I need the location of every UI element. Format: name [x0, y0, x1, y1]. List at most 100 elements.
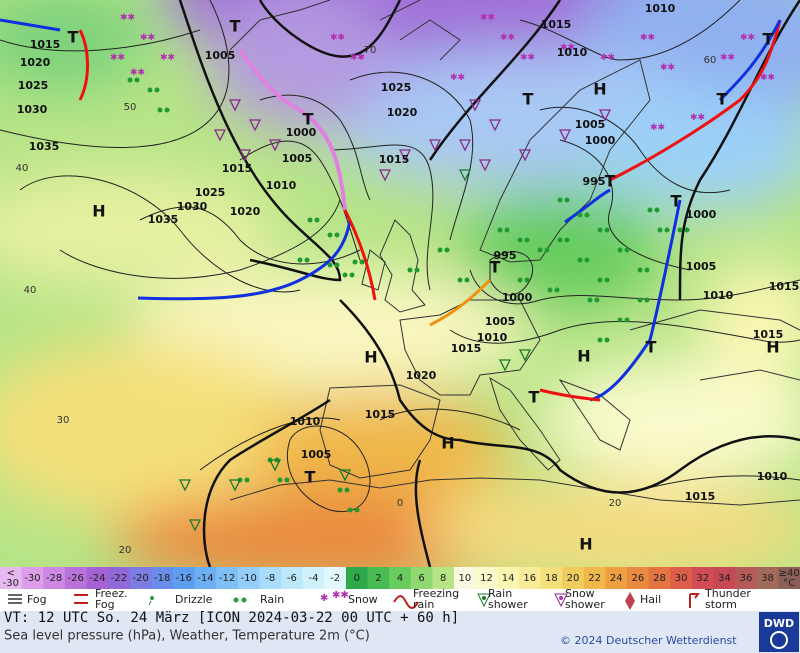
colorbar-label: -28 [46, 573, 62, 584]
temperature-label: 40 [24, 285, 37, 296]
colorbar-cell [345, 567, 369, 589]
rain-dot [244, 477, 250, 483]
colorbar-cell [172, 567, 196, 589]
rain-dot [504, 227, 510, 233]
rain-dot [624, 317, 630, 323]
high-label: H [441, 434, 454, 453]
shower-symbol [558, 129, 572, 142]
rain-dot [564, 237, 570, 243]
rain-dot [349, 272, 355, 278]
pressure-label: 1020 [387, 106, 418, 119]
shower-symbol [428, 139, 442, 152]
weather-symbols: ✱✱ ✱✱ ✱✱ ✱✱ ✱✱ ✱✱ ✱✱ ✱✱ ✱✱ ✱✱ ✱✱ ✱✱ ✱✱ ✱✱ ✱✱ ✱✱ ✱✱ ✱✱ ✱✱ ✱✱ [110, 13, 775, 532]
rain-dot [342, 272, 348, 278]
snow-symbol: ✱✱ [500, 33, 515, 43]
snow-symbol: ✱✱ [520, 53, 535, 63]
pressure-label: 1015 [30, 38, 61, 51]
colorbar-cell [129, 567, 152, 589]
rain-dot [334, 232, 340, 238]
rain-dot [284, 477, 290, 483]
description: Sea level pressure (hPa), Weather, Tempe… [4, 629, 370, 644]
pressure-label: 1030 [177, 200, 208, 213]
pressure-label: 1020 [406, 369, 437, 382]
colorbar-label: 16 [523, 573, 536, 584]
colorbar-label: 36 [740, 573, 753, 584]
rain-dot [557, 197, 563, 203]
colorbar-label: -24 [89, 573, 105, 584]
snow-symbol: ✱✱ [720, 53, 735, 63]
colorbar-cell [64, 567, 87, 589]
shower-symbol [398, 149, 412, 162]
snow-symbol: ✱✱ [640, 33, 655, 43]
rain-dot [337, 487, 343, 493]
pressure-label: 1010 [645, 2, 676, 15]
colorbar-cell [324, 567, 347, 589]
rain-dot [164, 107, 170, 113]
colorbar-label: 14 [502, 573, 515, 584]
colorbar-label: -2 [330, 573, 340, 584]
low-label: T [68, 28, 79, 47]
shower-symbol [488, 119, 502, 132]
legend-label: shower [565, 598, 605, 611]
legend-label: shower [488, 598, 528, 611]
colorbar-label: °C [783, 578, 795, 589]
shower-symbol [458, 169, 472, 182]
colorbar-label: -26 [68, 573, 84, 584]
low-label: T [529, 388, 540, 407]
temperature-label: 0 [397, 498, 403, 509]
colorbar-label: 20 [567, 573, 580, 584]
low-label: T [305, 468, 316, 487]
low-label: T [523, 90, 534, 109]
shower-symbol [268, 139, 282, 152]
rain-dot [444, 247, 450, 253]
colorbar-cell [735, 567, 758, 589]
rain-dot [154, 87, 160, 93]
low-label: T [763, 30, 774, 49]
colorbar-label: 8 [440, 573, 446, 584]
snow-symbol: ✱✱ [650, 123, 665, 133]
pressure-label: 1000 [686, 208, 717, 221]
legend-label: Freez. [95, 587, 128, 600]
legend-label: Fog [27, 593, 47, 606]
legend-label: Freezing [413, 587, 459, 600]
rain-dot [517, 277, 523, 283]
low-label: T [490, 258, 501, 277]
colorbar-label: -22 [111, 573, 127, 584]
pressure-label: 1035 [148, 213, 179, 226]
rain-dot [344, 487, 350, 493]
pressure-label: 995 [494, 249, 517, 262]
snow-symbol: ✱✱ [760, 73, 775, 83]
snow-symbol: ✱✱ [660, 63, 675, 73]
colorbar-label: ≥40 [779, 568, 800, 579]
colorbar-cell [583, 567, 606, 589]
colorbar-label: 26 [631, 573, 644, 584]
snow-symbol: ✱✱ [140, 33, 155, 43]
rain-dot [637, 297, 643, 303]
snow-symbol: ✱✱ [110, 53, 125, 63]
pressure-label: 1015 [451, 342, 482, 355]
colorbar-label: -16 [176, 573, 192, 584]
colorbar-label: 18 [545, 573, 558, 584]
colorbar-label: -20 [132, 573, 148, 584]
copyright: © 2024 Deutscher Wetterdienst [560, 634, 737, 647]
shower-symbol [178, 479, 192, 492]
rain-dot [577, 212, 583, 218]
pressure-label: 1030 [17, 103, 48, 116]
high-label: H [364, 348, 377, 367]
rain-dot [359, 259, 365, 265]
low-label: T [717, 90, 728, 109]
snow-symbol: ✱✱ [600, 53, 615, 63]
colorbar-label: 24 [610, 573, 623, 584]
legend-label: Hail [640, 593, 661, 606]
rain-dot [597, 277, 603, 283]
rain-dot [584, 257, 590, 263]
pressure-label: 1035 [29, 140, 60, 153]
logo-text: DWD [764, 617, 794, 630]
valid-time: VT: 12 UTC So. 24 März [ICON 2024-03-22 … [4, 610, 459, 626]
legend-label: Snow [348, 593, 378, 606]
shower-symbol [238, 149, 252, 162]
legend-label: rain [413, 598, 434, 611]
rain-dot [664, 227, 670, 233]
colorbar-label: 28 [653, 573, 666, 584]
